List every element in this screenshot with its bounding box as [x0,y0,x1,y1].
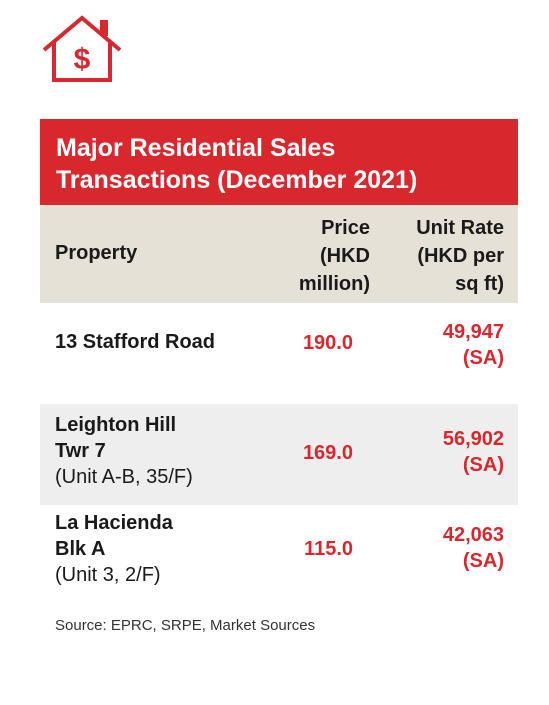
table-header: Property Price (HKD million) Unit Rate (… [40,205,518,303]
price-cell: 169.0 [302,442,353,464]
title-line-1: Major Residential Sales [56,134,336,162]
property-name: 13 Stafford Road [55,331,216,353]
unit-rate-cell: 49,947 (SA) [442,321,504,369]
source-note: Source: EPRC, SRPE, Market Sources [55,617,316,634]
table-title: Major Residential Sales Transactions (De… [40,119,518,205]
price-cell: 190.0 [302,332,353,354]
unit-rate-cell: 56,902 (SA) [442,428,504,476]
title-line-2: Transactions (December 2021) [56,166,418,194]
header-price: Price (HKD million) [298,217,370,295]
svg-text:$: $ [74,43,91,76]
transactions-table: Major Residential Sales Transactions (De… [40,119,518,600]
house-dollar-icon: $ [42,15,122,82]
property-detail: (Unit A-B, 35/F) [55,466,193,488]
table-row: Leighton Hill Twr 7 (Unit A-B, 35/F) 169… [40,404,518,505]
price-cell: 115.0 [304,538,353,560]
property-detail: (Unit 3, 2/F) [55,564,161,586]
table-row: La Hacienda Blk A (Unit 3, 2/F) 115.0 42… [40,505,518,600]
unit-rate-cell: 42,063 (SA) [442,524,504,572]
property-name: Leighton Hill Twr 7 (Unit A-B, 35/F) [55,414,193,488]
header-property: Property [55,242,138,264]
table-row: 13 Stafford Road 190.0 49,947 (SA) [40,309,518,404]
property-name: La Hacienda Blk A (Unit 3, 2/F) [55,512,173,586]
header-unit-rate: Unit Rate (HKD per sq ft) [416,217,504,295]
